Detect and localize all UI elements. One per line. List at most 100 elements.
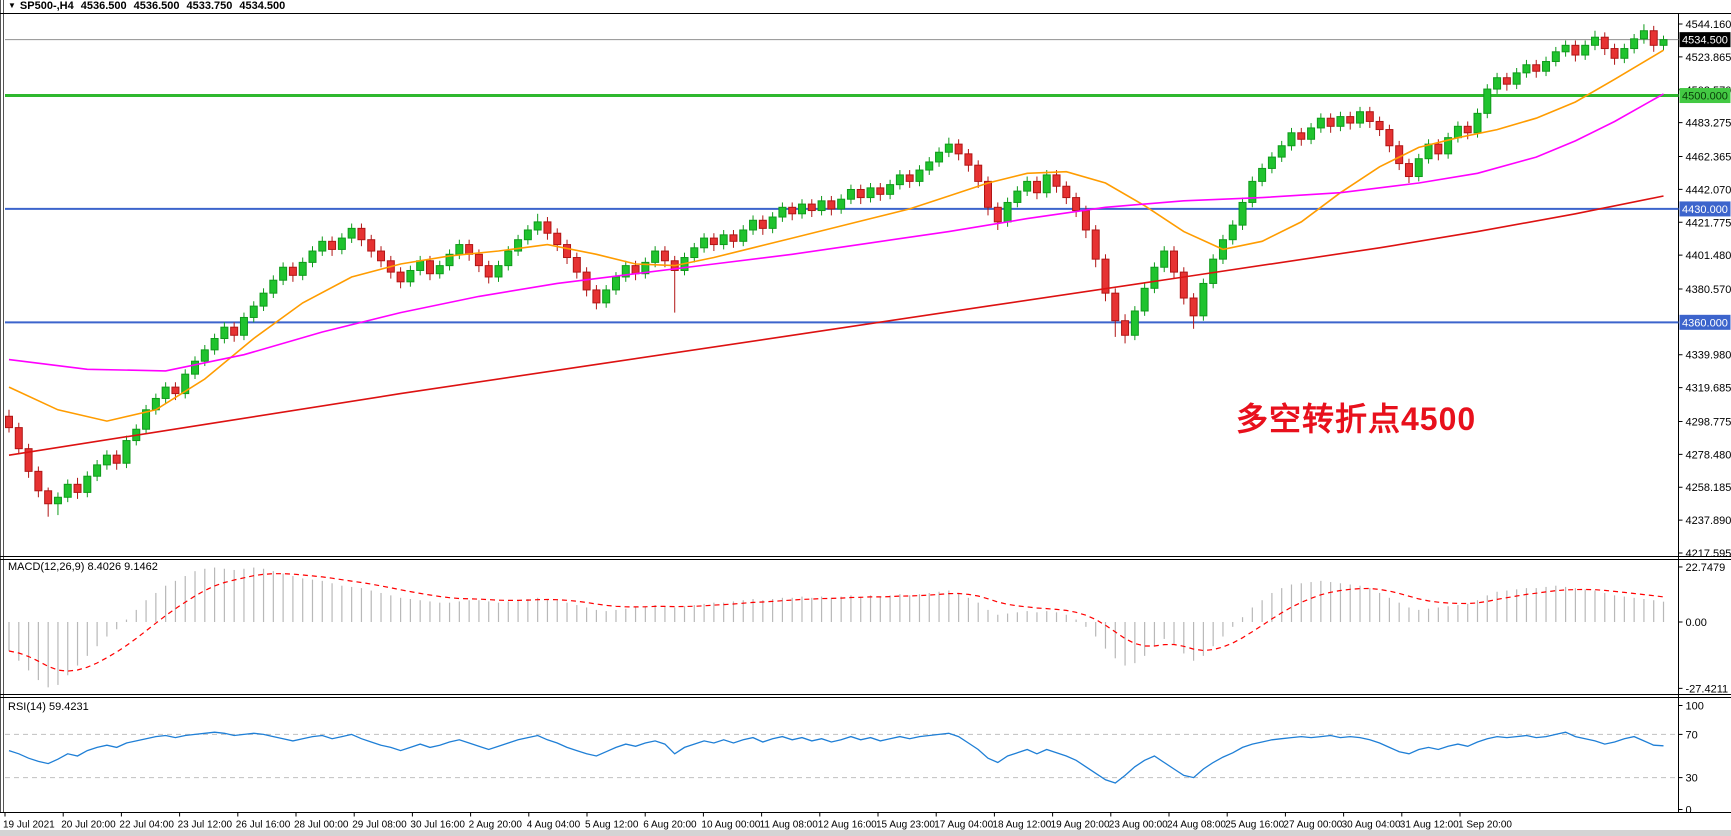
candle (592, 289, 601, 304)
macd-axis-label: -27.4211 (1686, 683, 1729, 695)
candle (954, 143, 963, 155)
candle (504, 250, 513, 267)
candle (34, 470, 43, 492)
candle (1453, 125, 1462, 139)
candle (1111, 292, 1120, 322)
candle (1287, 132, 1296, 147)
candle (53, 496, 62, 505)
candle (1551, 51, 1560, 63)
time-axis-label: 5 Aug 12:00 (585, 820, 639, 831)
macd-panel[interactable]: 22.7479 0.00 -27.4211 (8, 562, 1729, 695)
candle (1326, 117, 1335, 127)
candle (1091, 229, 1100, 260)
candle (514, 239, 523, 252)
candle (259, 292, 268, 307)
candle (1238, 201, 1247, 226)
price-axis-label: 4401.480 (1686, 250, 1731, 262)
quote-header: ▼ SP500-,H4 4536.500 4536.500 4533.750 4534.5… (8, 0, 292, 13)
candle (1258, 167, 1267, 182)
candle (5, 415, 13, 429)
price-marker-4430.000[interactable]: 4430.000 (1679, 201, 1731, 217)
price-axis[interactable]: 4544.1604523.8654503.5704483.2754462.365… (1678, 19, 1731, 560)
candles-layer[interactable] (5, 24, 1668, 517)
candle (102, 454, 111, 466)
candle (993, 206, 1002, 223)
candle (827, 200, 836, 210)
candle (817, 200, 826, 212)
price-marker-4500.000[interactable]: 4500.000 (1679, 88, 1731, 104)
candle (1003, 201, 1012, 223)
candle (142, 409, 151, 430)
price-axis-label: 4442.070 (1686, 184, 1731, 196)
price-axis-label: 4217.595 (1686, 548, 1731, 560)
candle (494, 265, 503, 278)
candle (758, 219, 767, 229)
quote-low-value: 4533.750 (186, 0, 233, 12)
candle (484, 265, 493, 278)
candle (1150, 266, 1159, 289)
rsi-axis-label: 100 (1686, 701, 1704, 713)
candle (1336, 116, 1345, 127)
candle (944, 143, 953, 153)
candle (1493, 77, 1502, 90)
candle (1267, 156, 1276, 169)
candle (964, 153, 973, 166)
quote-open-value: 4536.500 (80, 0, 127, 12)
candle (641, 261, 650, 275)
rsi-panel[interactable]: 100 70 30 0 (5, 701, 1704, 817)
annotation-text[interactable]: 多空转折点4500 (1236, 401, 1477, 437)
candle (24, 448, 33, 472)
candle (298, 261, 307, 276)
candle (886, 184, 895, 195)
time-axis-label: 28 Jul 00:00 (294, 820, 349, 831)
price-marker-4534.500[interactable]: 4534.500 (1679, 32, 1731, 48)
candle (1649, 30, 1658, 46)
candle (778, 206, 787, 218)
candle (1385, 129, 1394, 147)
candle (122, 440, 131, 464)
candle (1356, 111, 1365, 124)
candle (974, 164, 983, 182)
candle (1160, 250, 1169, 268)
candle (1307, 127, 1316, 140)
price-axis-label: 4339.980 (1686, 350, 1731, 362)
candle (455, 244, 464, 255)
candle (1463, 125, 1472, 134)
candle (1179, 271, 1188, 299)
candle (631, 265, 640, 275)
price-axis-label: 4544.160 (1686, 19, 1731, 31)
candle (425, 260, 434, 275)
candle (523, 229, 532, 241)
time-axis-label: 19 Jul 2021 (3, 820, 55, 831)
candle (318, 240, 327, 252)
candle (797, 203, 806, 215)
price-axis-label: 4298.775 (1686, 416, 1731, 428)
candle (895, 174, 904, 186)
candle (1444, 137, 1453, 155)
candle (709, 237, 718, 246)
candle (1316, 117, 1325, 129)
price-marker-4360.000[interactable]: 4360.000 (1679, 314, 1731, 330)
candle (729, 234, 738, 242)
candle (288, 266, 297, 276)
candle (984, 180, 992, 208)
time-axis-label: 2 Aug 20:00 (469, 820, 523, 831)
chevron-down-icon[interactable]: ▼ (8, 1, 16, 10)
time-axis-label: 10 Aug 00:00 (701, 820, 760, 831)
time-axis[interactable]: 19 Jul 2021 20 Jul 20:00 22 Jul 04:00 23 Ju… (0, 812, 1731, 836)
price-axis-label: 4319.685 (1686, 383, 1731, 395)
candle (396, 271, 405, 283)
price-axis-label: 4258.185 (1686, 482, 1731, 494)
candle (1404, 163, 1413, 178)
candle (1199, 282, 1208, 317)
candle (1395, 145, 1404, 165)
candle (1581, 44, 1590, 56)
candle (83, 475, 92, 493)
candle (700, 237, 709, 249)
candle (1522, 64, 1531, 74)
candle (837, 198, 846, 210)
candle (1023, 180, 1032, 192)
candle (367, 239, 376, 252)
macd-axis-label: 22.7479 (1686, 562, 1726, 574)
